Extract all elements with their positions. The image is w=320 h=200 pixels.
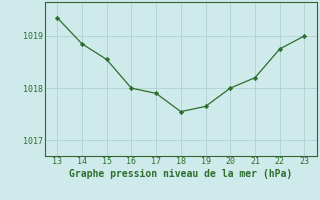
X-axis label: Graphe pression niveau de la mer (hPa): Graphe pression niveau de la mer (hPa) xyxy=(69,169,292,179)
